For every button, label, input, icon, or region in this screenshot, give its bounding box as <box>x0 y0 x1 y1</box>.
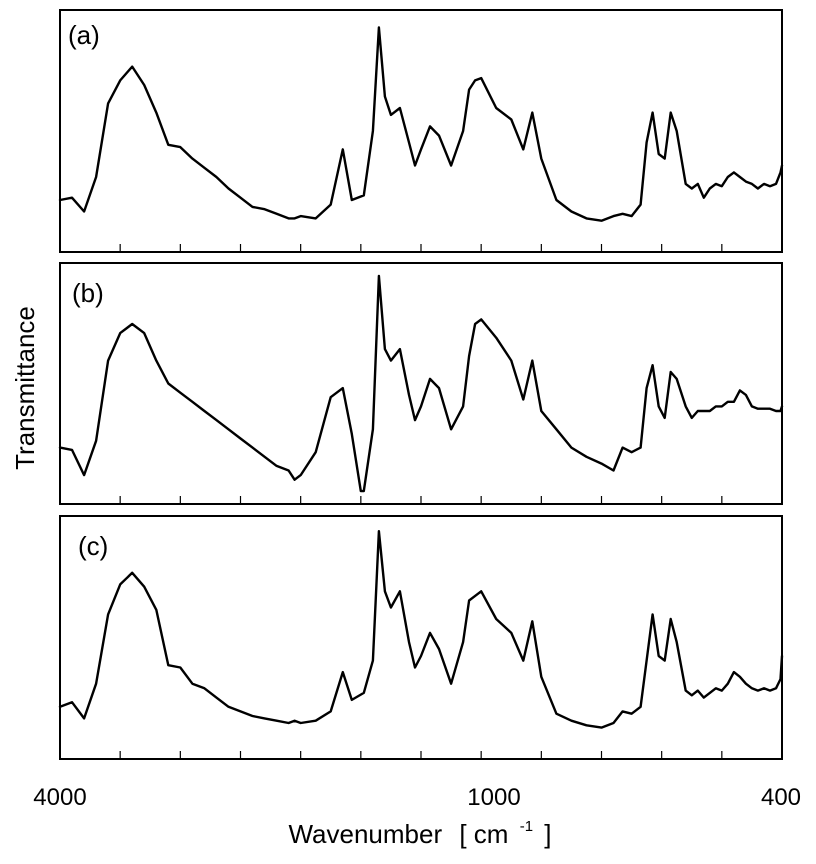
panel-a-label: (a) <box>68 20 100 50</box>
y-axis-title: Transmittance <box>10 306 40 470</box>
panel-a-frame <box>59 9 783 253</box>
panel-b-spectrum-line <box>58 274 784 493</box>
x-tick-label-4000: 4000 <box>33 784 86 811</box>
panel-c-spectrum-line <box>58 530 784 729</box>
x-tick-label-400: 400 <box>761 784 801 811</box>
x-axis-title: Wavenumber [ cm -1 ] <box>288 807 551 849</box>
x-axis-title-text: Wavenumber <box>288 819 442 849</box>
panel-c-ticks <box>119 751 723 759</box>
panel-b: (b) <box>58 262 784 505</box>
x-axis-unit-close: ] <box>544 819 551 849</box>
panel-c: (c) <box>58 515 784 760</box>
x-axis-unit-exp: -1 <box>520 818 533 835</box>
panel-a-spectrum-line <box>58 26 784 222</box>
panel-b-ticks <box>119 496 723 504</box>
panel-b-label: (b) <box>72 278 104 308</box>
panel-c-label: (c) <box>78 531 108 561</box>
x-tick-label-1000: 1000 <box>467 784 520 811</box>
x-tick-labels: 4000 1000 400 <box>33 784 801 811</box>
x-axis-unit-open: [ cm <box>459 819 508 849</box>
panel-a: (a) <box>58 9 784 253</box>
panel-c-frame <box>59 515 783 760</box>
panel-a-ticks <box>119 244 723 252</box>
